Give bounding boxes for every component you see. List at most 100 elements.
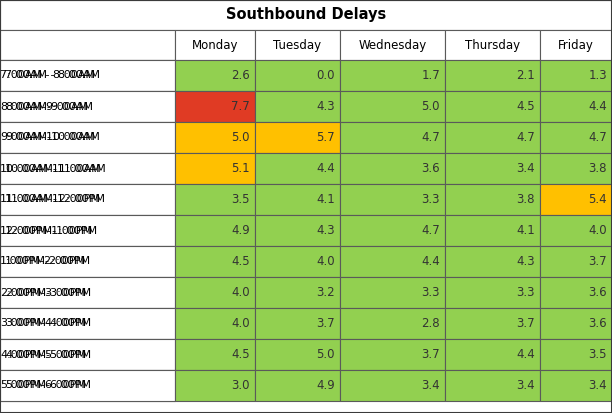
Text: 3.4: 3.4: [588, 379, 607, 392]
Bar: [255, 308, 340, 339]
Bar: [175, 308, 255, 339]
Bar: [255, 60, 340, 91]
Bar: [0, 246, 175, 277]
Text: 5.1: 5.1: [231, 162, 250, 175]
Bar: [445, 215, 540, 246]
Bar: [0, 184, 175, 215]
Bar: [445, 30, 540, 60]
Text: 3.6: 3.6: [422, 162, 440, 175]
Text: 12:00PM-1:00PM: 12:00PM-1:00PM: [0, 225, 93, 235]
Bar: [255, 122, 340, 153]
Text: 4.7: 4.7: [421, 131, 440, 144]
Bar: [540, 370, 612, 401]
Text: 3.8: 3.8: [589, 162, 607, 175]
Bar: [340, 308, 445, 339]
Text: 4.0: 4.0: [588, 224, 607, 237]
Bar: [175, 122, 255, 153]
Text: 4.3: 4.3: [316, 100, 335, 113]
Text: 4.5: 4.5: [231, 348, 250, 361]
Bar: [175, 184, 255, 215]
Text: 5:00PM-6:00PM: 5:00PM-6:00PM: [5, 380, 91, 391]
Bar: [255, 91, 340, 122]
Text: Tuesday: Tuesday: [274, 38, 321, 52]
Text: 4.0: 4.0: [231, 286, 250, 299]
Text: 4.4: 4.4: [421, 255, 440, 268]
Text: 3.3: 3.3: [422, 193, 440, 206]
Text: 0.0: 0.0: [316, 69, 335, 82]
Bar: [540, 153, 612, 184]
Text: 1.7: 1.7: [421, 69, 440, 82]
Text: 3:00PM-4:00PM: 3:00PM-4:00PM: [0, 318, 86, 328]
Bar: [175, 30, 255, 60]
Bar: [0, 339, 175, 370]
Text: 3.6: 3.6: [588, 317, 607, 330]
Text: 3.6: 3.6: [588, 286, 607, 299]
Text: 8:00AM-9:00AM: 8:00AM-9:00AM: [0, 102, 88, 112]
Text: 1:00PM-2:00PM: 1:00PM-2:00PM: [5, 256, 91, 266]
Bar: [0, 122, 175, 153]
Bar: [445, 339, 540, 370]
Text: Southbound Delays: Southbound Delays: [226, 7, 386, 22]
Bar: [0, 370, 175, 401]
Bar: [540, 215, 612, 246]
Bar: [540, 308, 612, 339]
Text: 9:00AM-10:00AM: 9:00AM-10:00AM: [5, 133, 100, 142]
Bar: [0, 153, 175, 184]
Text: 3.3: 3.3: [422, 286, 440, 299]
Bar: [0, 122, 175, 153]
Text: 2:00PM-3:00PM: 2:00PM-3:00PM: [5, 287, 91, 297]
Text: 2.6: 2.6: [231, 69, 250, 82]
Text: 4.4: 4.4: [588, 100, 607, 113]
Bar: [445, 91, 540, 122]
Bar: [0, 60, 175, 91]
Bar: [255, 246, 340, 277]
Text: 3.7: 3.7: [422, 348, 440, 361]
Text: 3.5: 3.5: [589, 348, 607, 361]
Bar: [340, 60, 445, 91]
Text: 8:00AM-9:00AM: 8:00AM-9:00AM: [5, 102, 93, 112]
Text: 10:00AM-11:00AM: 10:00AM-11:00AM: [0, 164, 102, 173]
Text: 3.2: 3.2: [316, 286, 335, 299]
Text: 4.9: 4.9: [316, 379, 335, 392]
Text: 4:00PM-5:00PM: 4:00PM-5:00PM: [5, 349, 91, 359]
Bar: [175, 215, 255, 246]
Text: 2.1: 2.1: [517, 69, 535, 82]
Text: 4.4: 4.4: [517, 348, 535, 361]
Text: 4.1: 4.1: [316, 193, 335, 206]
Text: 4:00PM-5:00PM: 4:00PM-5:00PM: [0, 349, 86, 359]
Text: 5.0: 5.0: [316, 348, 335, 361]
Text: 3.4: 3.4: [517, 379, 535, 392]
Bar: [175, 153, 255, 184]
Bar: [540, 277, 612, 308]
Bar: [0, 215, 175, 246]
Bar: [445, 184, 540, 215]
Bar: [445, 153, 540, 184]
Bar: [340, 215, 445, 246]
Text: 5.0: 5.0: [422, 100, 440, 113]
Text: 5.0: 5.0: [231, 131, 250, 144]
Text: 10:00AM-11:00AM: 10:00AM-11:00AM: [5, 164, 106, 173]
Bar: [0, 91, 175, 122]
Bar: [0, 277, 175, 308]
Text: 3.7: 3.7: [588, 255, 607, 268]
Bar: [175, 246, 255, 277]
Bar: [0, 91, 175, 122]
Bar: [175, 277, 255, 308]
Bar: [340, 91, 445, 122]
Text: 1:00PM-2:00PM: 1:00PM-2:00PM: [0, 256, 86, 266]
Text: 3.4: 3.4: [422, 379, 440, 392]
Text: 7:00AM - 8:00AM: 7:00AM - 8:00AM: [0, 71, 95, 81]
Text: 5.4: 5.4: [588, 193, 607, 206]
Text: 4.5: 4.5: [517, 100, 535, 113]
Text: 4.1: 4.1: [517, 224, 535, 237]
Bar: [175, 370, 255, 401]
Text: 12:00PM-1:00PM: 12:00PM-1:00PM: [5, 225, 98, 235]
Bar: [540, 60, 612, 91]
Text: 7:00AM - 8:00AM: 7:00AM - 8:00AM: [5, 71, 100, 81]
Bar: [0, 184, 175, 215]
Bar: [540, 339, 612, 370]
Text: 3.7: 3.7: [316, 317, 335, 330]
Text: 2.8: 2.8: [422, 317, 440, 330]
Bar: [340, 277, 445, 308]
Bar: [340, 30, 445, 60]
